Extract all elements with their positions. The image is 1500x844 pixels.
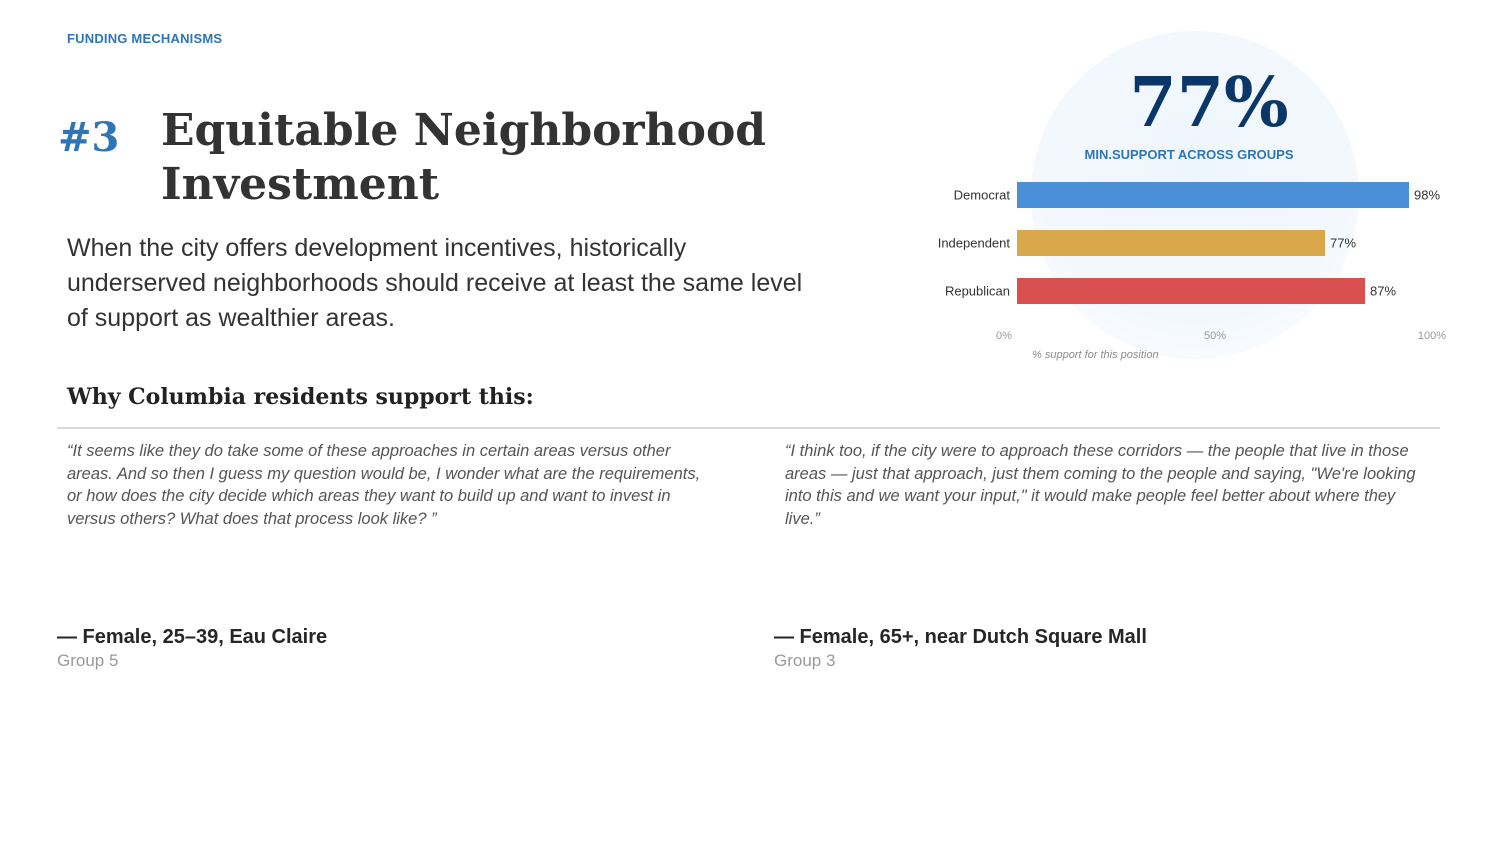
value-label: 77% bbox=[1330, 236, 1356, 251]
bar-independent bbox=[1017, 230, 1325, 256]
rank-number: #3 bbox=[58, 114, 120, 161]
quote-text: “I think too, if the city were to approa… bbox=[785, 442, 1416, 528]
quote-attribution: — Female, 65+, near Dutch Square Mall bbox=[774, 626, 1147, 648]
quote-text: “It seems like they do take some of thes… bbox=[67, 442, 701, 528]
bar-republican bbox=[1017, 278, 1365, 304]
chart-note: % support for this position bbox=[1032, 349, 1159, 361]
section-divider bbox=[57, 427, 1440, 429]
bar-democrat bbox=[1017, 182, 1409, 208]
policy-statement: When the city offers development incenti… bbox=[67, 234, 803, 332]
party-support-bar-chart: Democrat 98% Independent 77% Republican 87% 0%… bbox=[938, 182, 1446, 342]
x-tick-label: 50% bbox=[1204, 330, 1226, 342]
min-support-value: 77% bbox=[1129, 63, 1289, 143]
why-heading: Why Columbia residents support this: bbox=[67, 384, 534, 410]
x-tick-label: 100% bbox=[1418, 330, 1446, 342]
category-label: Republican bbox=[945, 284, 1010, 299]
quote-card: “It seems like they do take some of thes… bbox=[67, 440, 707, 530]
quote-group: Group 5 bbox=[57, 651, 119, 670]
quote-card: “I think too, if the city were to approa… bbox=[785, 440, 1425, 530]
x-tick-label: 0% bbox=[996, 330, 1012, 342]
category-label: Independent bbox=[938, 236, 1011, 251]
value-label: 98% bbox=[1414, 188, 1440, 203]
section-label: FUNDING MECHANISMS bbox=[67, 31, 223, 46]
category-label: Democrat bbox=[954, 188, 1011, 203]
page-title: Equitable Neighborhood Investment bbox=[161, 105, 767, 210]
quote-attribution: — Female, 25–39, Eau Claire bbox=[57, 626, 328, 648]
quote-group: Group 3 bbox=[774, 651, 836, 670]
value-label: 87% bbox=[1370, 284, 1396, 299]
min-support-caption: MIN.SUPPORT ACROSS GROUPS bbox=[1084, 147, 1294, 162]
